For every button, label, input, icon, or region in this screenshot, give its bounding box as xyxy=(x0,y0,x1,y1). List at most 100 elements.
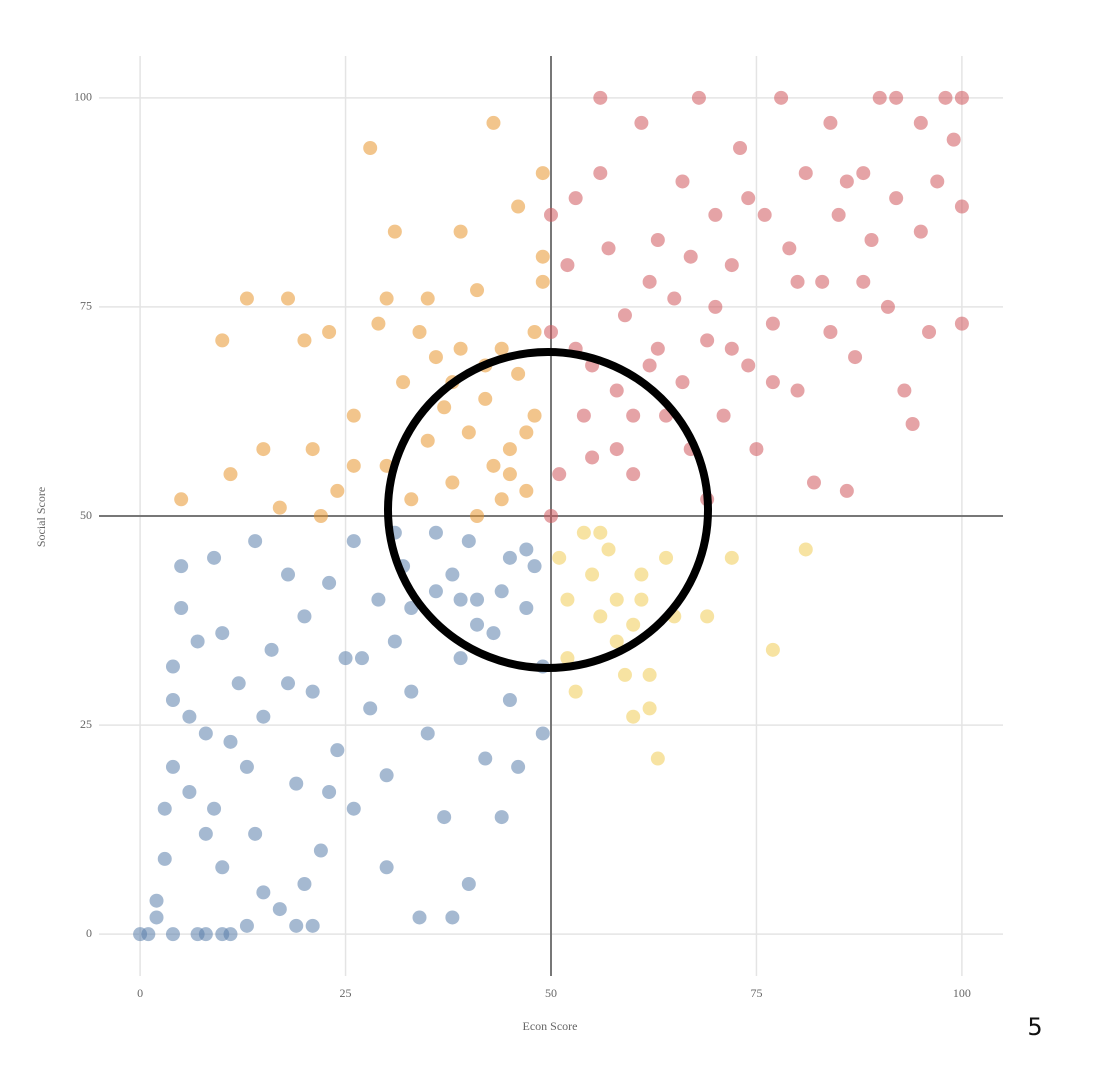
point xyxy=(626,467,641,482)
point xyxy=(774,90,789,105)
point xyxy=(305,442,320,457)
point xyxy=(198,927,213,942)
point xyxy=(289,776,304,791)
point xyxy=(363,141,378,155)
point xyxy=(346,408,361,423)
point xyxy=(313,509,328,523)
point xyxy=(198,726,213,741)
y-axis-title: Social Score xyxy=(34,487,48,547)
point xyxy=(913,115,928,130)
point xyxy=(165,927,180,942)
point xyxy=(691,90,706,105)
point xyxy=(264,642,279,657)
point xyxy=(511,199,526,214)
point xyxy=(585,567,600,582)
point xyxy=(330,743,345,758)
point xyxy=(502,467,517,482)
point xyxy=(297,877,312,891)
point xyxy=(782,241,797,256)
point xyxy=(560,651,575,666)
point xyxy=(593,90,608,105)
point xyxy=(363,701,378,716)
point xyxy=(724,550,739,565)
point xyxy=(568,191,583,206)
point xyxy=(420,726,435,741)
point xyxy=(511,759,526,774)
point xyxy=(946,132,961,147)
point xyxy=(897,383,912,398)
point xyxy=(272,500,287,515)
point xyxy=(174,559,189,574)
point xyxy=(560,258,575,273)
point xyxy=(502,693,517,707)
point xyxy=(346,801,361,816)
point xyxy=(765,316,780,331)
point xyxy=(864,233,879,247)
x-tick-label: 75 xyxy=(750,986,762,1000)
point xyxy=(544,509,558,523)
point xyxy=(461,425,476,440)
point xyxy=(453,341,468,356)
point xyxy=(544,207,558,222)
point xyxy=(650,341,665,356)
point xyxy=(527,325,542,339)
point xyxy=(305,684,320,699)
point xyxy=(322,575,337,590)
point xyxy=(502,550,517,565)
point xyxy=(708,207,723,222)
point xyxy=(617,667,632,682)
point xyxy=(626,709,641,724)
point xyxy=(478,391,493,406)
point xyxy=(223,467,238,482)
point xyxy=(428,350,443,365)
point xyxy=(223,927,238,942)
point xyxy=(453,592,468,607)
point xyxy=(954,316,969,331)
point xyxy=(428,584,443,599)
point xyxy=(215,626,230,641)
point xyxy=(848,350,863,365)
point xyxy=(954,90,969,105)
point xyxy=(346,534,361,549)
point xyxy=(322,785,337,799)
point xyxy=(239,918,254,933)
point xyxy=(609,383,624,398)
point xyxy=(749,442,764,457)
point xyxy=(823,325,838,339)
point xyxy=(601,241,616,256)
point xyxy=(535,726,550,741)
point xyxy=(354,651,369,666)
point xyxy=(502,442,517,457)
point xyxy=(346,458,361,473)
point xyxy=(412,910,427,925)
point xyxy=(617,308,632,323)
point xyxy=(165,759,180,774)
point xyxy=(724,341,739,356)
point xyxy=(634,592,649,607)
point xyxy=(519,601,534,615)
point xyxy=(149,910,164,925)
point xyxy=(765,642,780,657)
point xyxy=(404,492,419,507)
point xyxy=(856,274,871,289)
point xyxy=(486,115,501,130)
point xyxy=(223,734,238,749)
point xyxy=(601,542,616,557)
point xyxy=(716,408,731,423)
point xyxy=(165,693,180,707)
point xyxy=(650,751,665,766)
point xyxy=(207,550,222,565)
point xyxy=(700,333,715,348)
point xyxy=(544,325,558,339)
point xyxy=(379,860,394,875)
point xyxy=(387,224,402,239)
point xyxy=(494,341,509,356)
point xyxy=(741,358,756,373)
point xyxy=(823,115,838,130)
point xyxy=(650,233,665,247)
point xyxy=(207,801,222,816)
point xyxy=(420,291,435,306)
point xyxy=(198,826,213,841)
point xyxy=(839,483,854,498)
